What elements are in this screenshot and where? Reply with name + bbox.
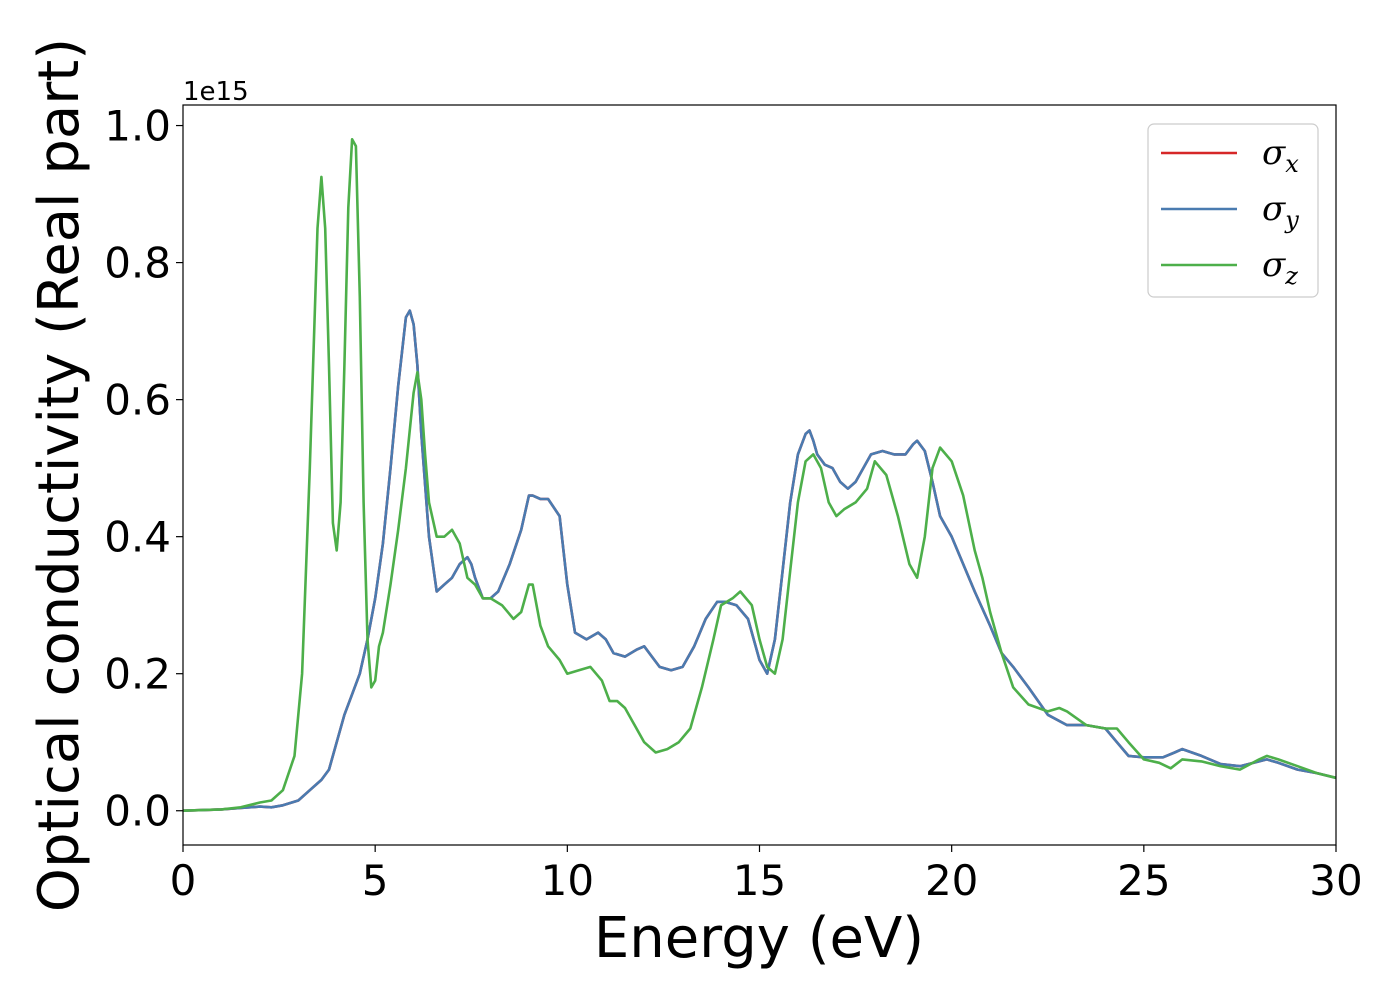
series-line-y <box>183 309 1336 812</box>
y-tick-label: 0.8 <box>104 239 171 288</box>
x-tick-label: 15 <box>733 856 786 905</box>
legend-box <box>1147 123 1319 298</box>
x-tick-label: 30 <box>1309 856 1362 905</box>
y-axis-title: Optical conductivity (Real part) <box>27 38 92 912</box>
y-tick-label: 1.0 <box>104 102 171 151</box>
series-lines <box>183 138 1336 812</box>
y-tick-label: 0.4 <box>104 513 171 562</box>
x-tick-label: 25 <box>1117 856 1170 905</box>
x-tick-label: 10 <box>541 856 594 905</box>
series-line-x <box>183 309 1336 812</box>
y-tick-label: 0.6 <box>104 376 171 425</box>
legend-label-x: σx <box>1262 133 1299 178</box>
x-axis-title: Energy (eV) <box>594 906 924 971</box>
legend-label-y: σy <box>1262 189 1299 234</box>
x-tick-label: 20 <box>925 856 978 905</box>
y-offset-text: 1e15 <box>183 77 249 107</box>
y-axis: 0.0 0.2 0.4 0.6 0.8 1.0 <box>104 102 183 836</box>
y-tick-label: 0.0 <box>104 787 171 836</box>
legend: σx σy σz <box>1147 123 1319 298</box>
y-tick-label: 0.2 <box>104 650 171 699</box>
x-axis: 0 5 10 15 20 25 30 <box>170 845 1363 905</box>
series-line-z <box>183 138 1336 812</box>
x-tick-label: 0 <box>170 856 197 905</box>
x-tick-label: 5 <box>362 856 389 905</box>
legend-label-z: σz <box>1262 245 1298 290</box>
